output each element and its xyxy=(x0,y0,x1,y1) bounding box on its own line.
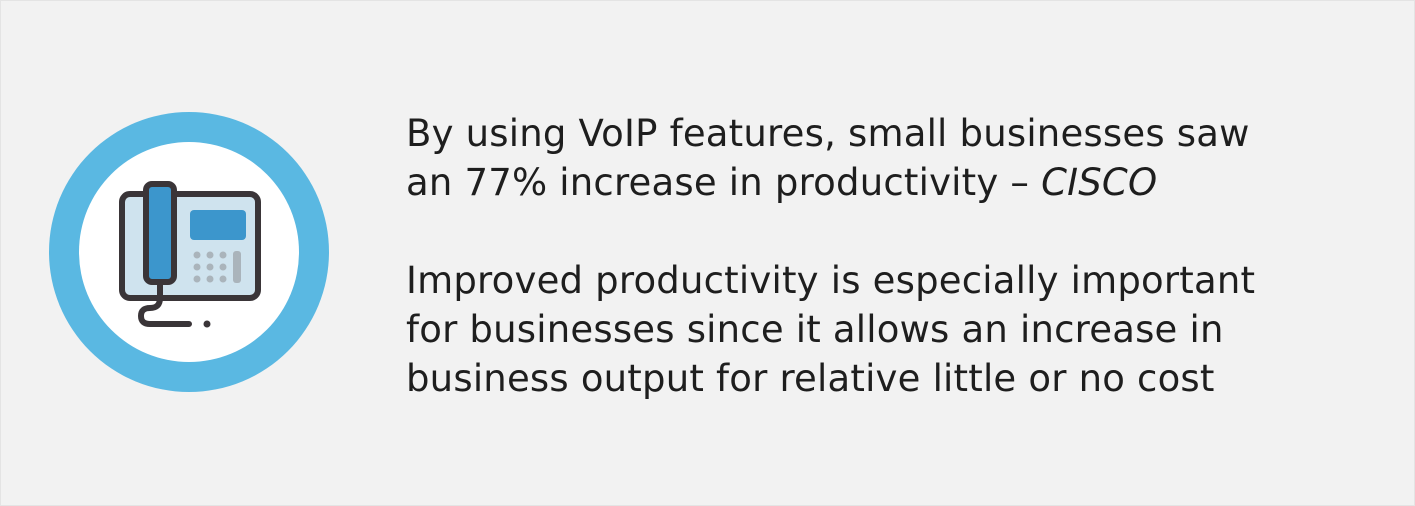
text-content: By using VoIP features, small businesses… xyxy=(406,109,1386,403)
explanation-paragraph: Improved productivity is especially impo… xyxy=(406,256,1386,403)
explanation-line-2: for businesses since it allows an increa… xyxy=(406,308,1224,351)
statistic-line-2: an 77% increase in productivity – CISCO xyxy=(406,158,1386,207)
explanation-line-1: Improved productivity is especially impo… xyxy=(406,259,1256,302)
statistic-source: CISCO xyxy=(1041,161,1158,204)
desk-phone-icon xyxy=(49,112,329,392)
statistic-paragraph: By using VoIP features, small businesses… xyxy=(406,109,1386,207)
statistic-line-2-text: an 77% increase in productivity – xyxy=(406,161,1042,204)
statistic-line-1: By using VoIP features, small businesses… xyxy=(406,112,1250,155)
phone-badge xyxy=(49,112,329,392)
explanation-line-3: business output for relative little or n… xyxy=(406,357,1215,400)
